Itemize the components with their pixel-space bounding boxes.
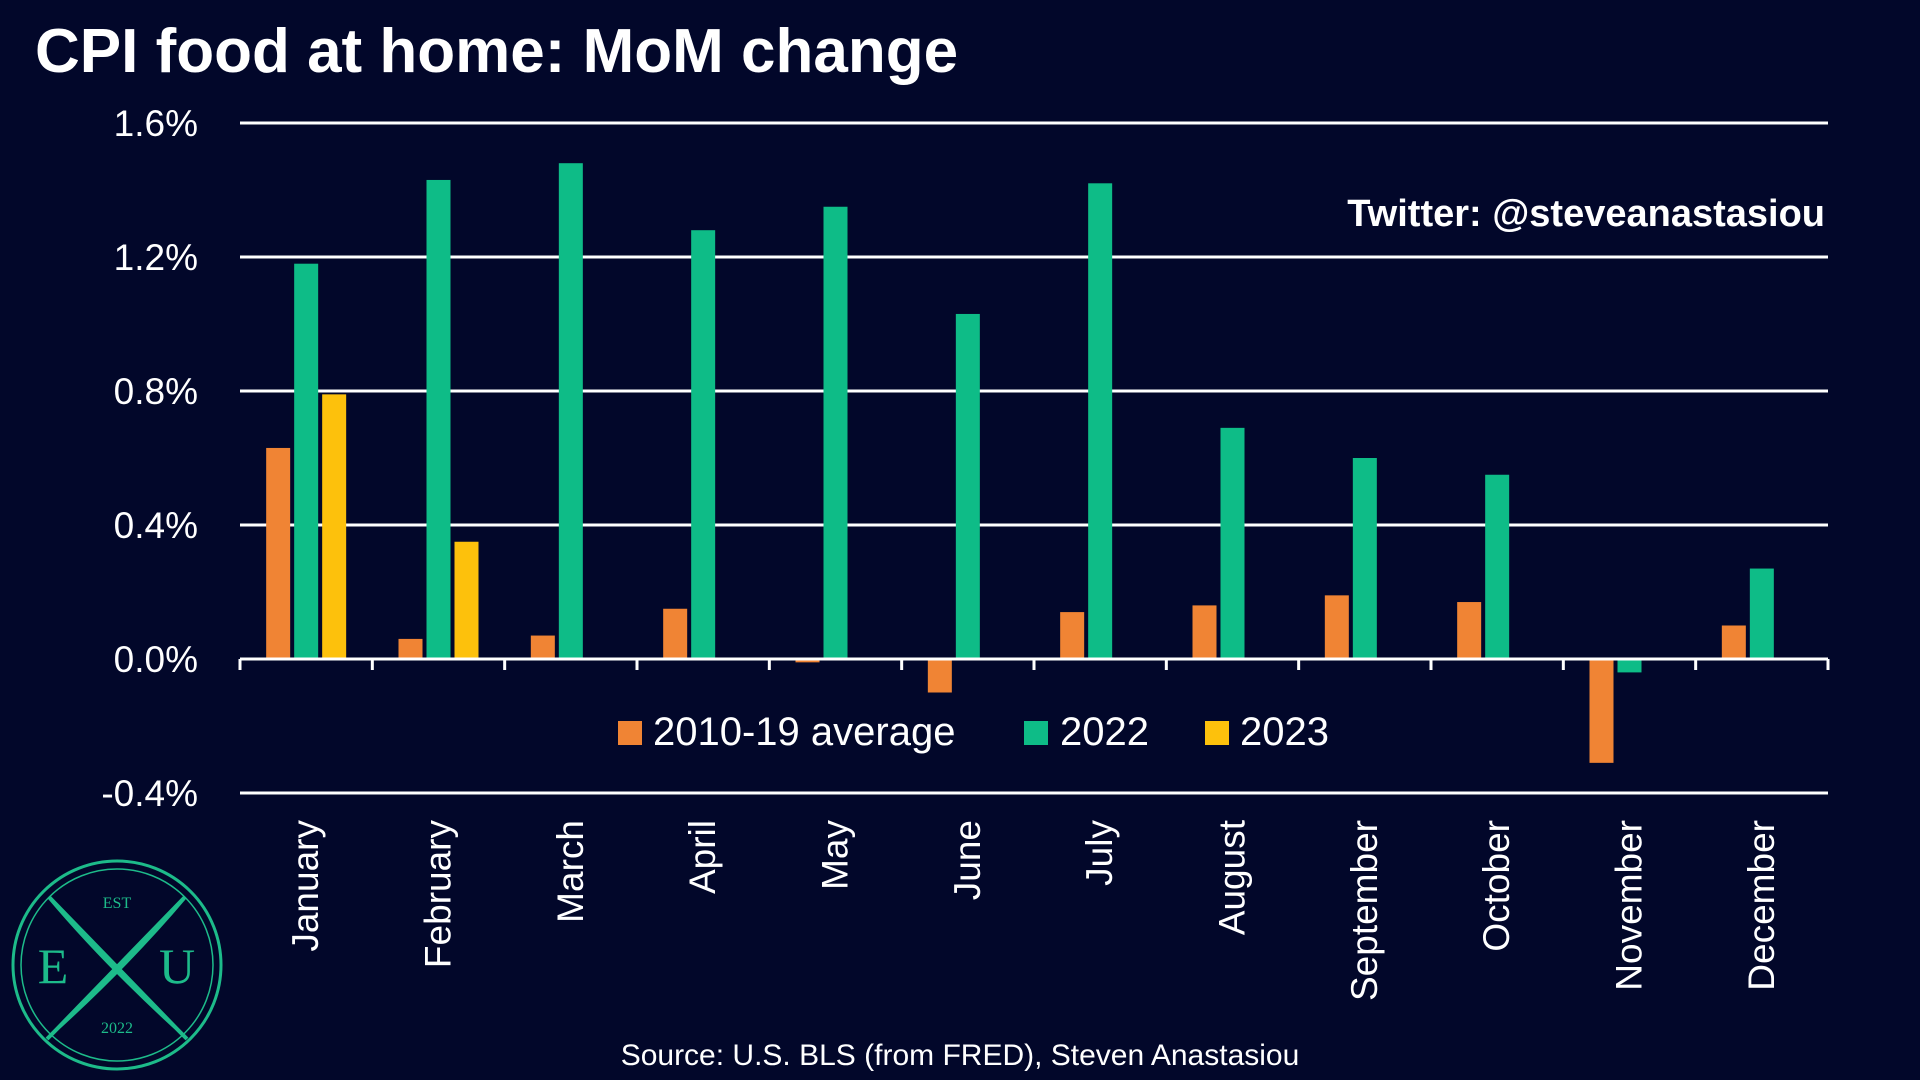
x-axis-ticks: January February March April May June July Augu… xyxy=(285,819,1782,1001)
y-tick-label: 1.6% xyxy=(114,103,198,144)
logo-ring-outer xyxy=(11,859,223,1071)
twitter-handle: Twitter: @steveanastasiou xyxy=(1347,193,1825,235)
legend-label: 2023 xyxy=(1240,710,1329,754)
x-tick-label: October xyxy=(1476,820,1517,952)
legend-label: 2022 xyxy=(1060,710,1149,754)
x-tick-label: April xyxy=(682,820,723,894)
y-tick-label: 1.2% xyxy=(114,237,198,278)
bar-2010-19-average-may xyxy=(795,659,820,663)
bar-2010-19-average-december xyxy=(1721,625,1746,659)
bar-2022-february xyxy=(426,179,451,659)
logo-ring-inner xyxy=(20,868,214,1062)
chart-title: CPI food at home: MoM change xyxy=(35,17,958,86)
bar-2010-19-average-march xyxy=(530,635,555,659)
y-axis-ticks: -0.4% 0.0% 0.4% 0.8% 1.2% 1.6% xyxy=(101,103,198,814)
bar-2010-19-average-october xyxy=(1457,602,1482,659)
bar-2010-19-average-february xyxy=(398,638,423,659)
x-tick-label: July xyxy=(1079,820,1120,886)
bar-2010-19-average-july xyxy=(1060,612,1085,659)
bar-2010-19-average-august xyxy=(1192,605,1217,659)
logo-letter-u: U xyxy=(159,938,195,994)
logo-letter-e: E xyxy=(38,938,69,994)
bar-2022-may xyxy=(823,206,848,659)
x-tick-label: June xyxy=(947,820,988,900)
x-tick-label: January xyxy=(285,820,326,952)
x-tick-label: February xyxy=(418,820,459,969)
bar-2023-january xyxy=(322,394,347,659)
logo-year: 2022 xyxy=(101,1020,133,1037)
source-note: Source: U.S. BLS (from FRED), Steven Ana… xyxy=(621,1039,1300,1072)
legend-label: 2010-19 average xyxy=(653,710,955,754)
bar-2022-march xyxy=(558,163,583,659)
bar-2022-september xyxy=(1352,458,1377,659)
bar-2022-august xyxy=(1220,427,1245,659)
crossed-quills-icon xyxy=(45,895,189,1041)
legend-swatch xyxy=(618,721,642,745)
x-tick-label: May xyxy=(815,820,856,890)
legend: 2010-19 average 2022 2023 xyxy=(618,710,1329,754)
bar-2022-april xyxy=(691,230,716,659)
logo-est: EST xyxy=(103,895,132,912)
x-tick-label: August xyxy=(1212,819,1253,935)
bar-2022-november xyxy=(1617,659,1642,673)
bar-2010-19-average-april xyxy=(663,608,688,659)
x-tick-label: December xyxy=(1741,820,1782,991)
bar-2022-october xyxy=(1485,474,1510,659)
bar-2023-february xyxy=(454,541,479,659)
bar-2022-december xyxy=(1749,568,1774,659)
y-tick-label: -0.4% xyxy=(101,773,198,814)
y-tick-label: 0.4% xyxy=(114,505,198,546)
bar-2022-june xyxy=(955,313,980,659)
bar-2022-july xyxy=(1088,183,1113,660)
gridlines xyxy=(240,121,1828,795)
y-tick-label: 0.0% xyxy=(114,639,198,680)
bars xyxy=(266,163,1774,763)
bar-2022-january xyxy=(294,263,319,659)
x-tick-label: March xyxy=(550,820,591,923)
legend-swatch xyxy=(1024,721,1048,745)
bar-2010-19-average-june xyxy=(927,659,952,693)
bar-2010-19-average-september xyxy=(1324,595,1349,659)
x-tick-label: November xyxy=(1609,820,1650,991)
bar-2010-19-average-november xyxy=(1589,659,1614,763)
exu-logo: EST E U 2022 xyxy=(11,859,223,1071)
bar-2010-19-average-january xyxy=(266,447,291,659)
x-axis xyxy=(238,657,1830,670)
x-tick-label: September xyxy=(1344,820,1385,1001)
legend-swatch xyxy=(1205,721,1229,745)
y-tick-label: 0.8% xyxy=(114,371,198,412)
